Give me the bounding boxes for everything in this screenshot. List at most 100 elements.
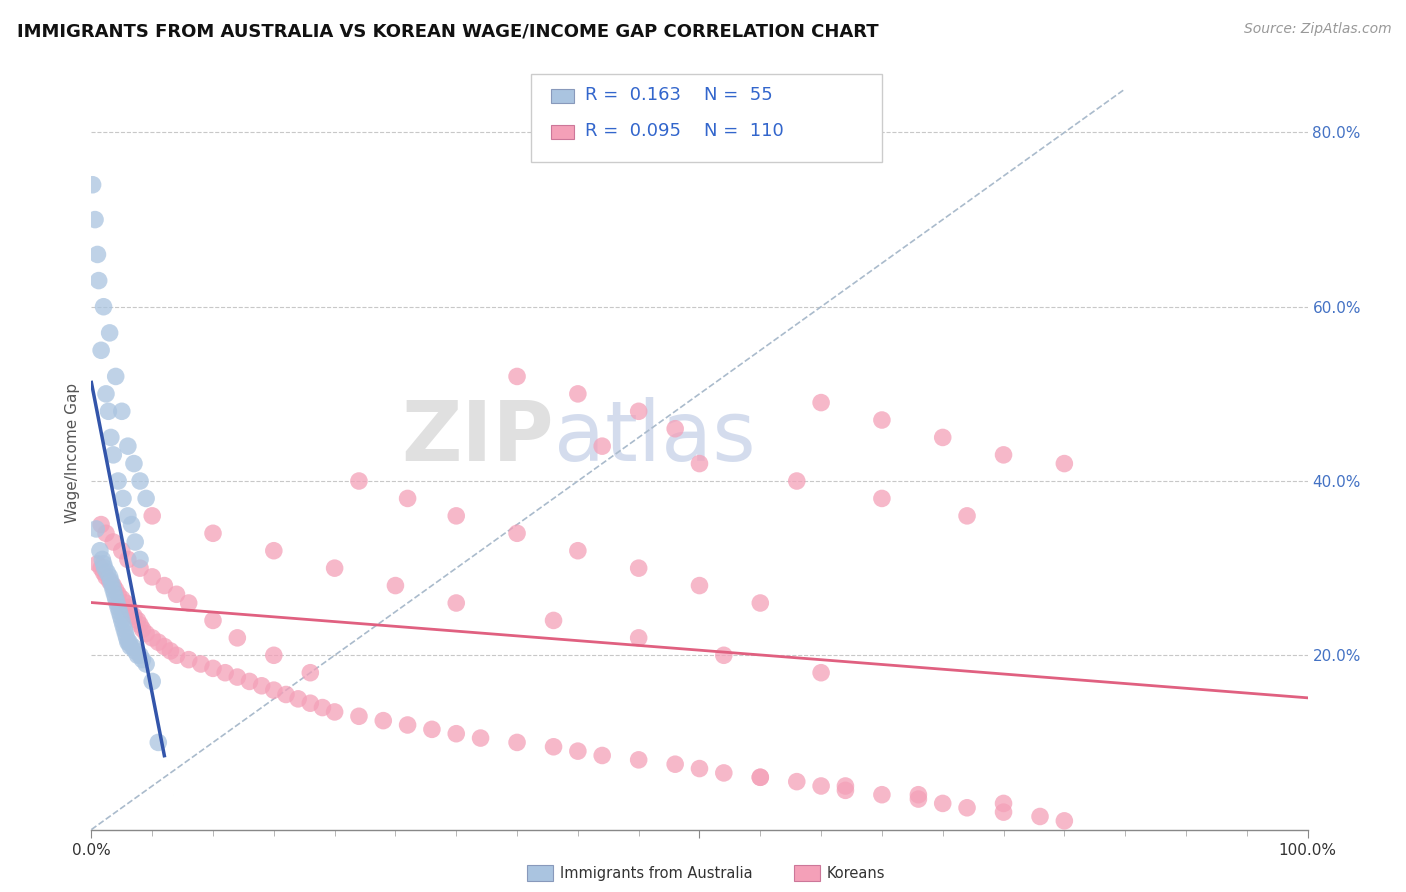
Point (567, 387, 589, 401)
Point (96, 566, 118, 580)
Point (104, 582, 127, 597)
Point (1053, 814, 1076, 828)
Point (506, 735, 529, 749)
Point (111, 591, 134, 606)
Point (263, 683, 285, 698)
Point (153, 640, 176, 654)
Point (323, 705, 346, 719)
Point (107, 600, 129, 615)
Point (90, 343, 112, 358)
Point (810, 779, 832, 793)
Point (834, 783, 856, 797)
Point (420, 723, 443, 737)
Point (543, 614, 565, 628)
Point (591, 439, 613, 453)
Point (100, 574, 122, 589)
Text: ZIP: ZIP (401, 397, 554, 478)
Point (122, 609, 145, 624)
Point (90, 561, 112, 575)
Point (202, 661, 225, 675)
Point (444, 727, 467, 741)
Point (141, 674, 163, 689)
Point (129, 474, 152, 488)
Point (749, 770, 772, 784)
Point (129, 617, 152, 632)
Text: Immigrants from Australia: Immigrants from Australia (560, 866, 752, 880)
Point (543, 739, 565, 754)
Point (115, 631, 138, 645)
Point (107, 474, 129, 488)
Point (121, 640, 143, 654)
Point (567, 744, 589, 758)
Point (82, 178, 104, 192)
Point (104, 369, 127, 384)
Point (749, 770, 772, 784)
Point (993, 448, 1015, 462)
Point (141, 508, 163, 523)
Point (373, 714, 395, 728)
Point (810, 665, 832, 680)
Point (129, 561, 152, 575)
Point (135, 626, 157, 640)
Point (956, 508, 979, 523)
Point (299, 665, 322, 680)
Point (907, 792, 929, 806)
Point (664, 422, 686, 436)
Point (870, 491, 893, 506)
Point (120, 605, 142, 619)
Point (98, 570, 121, 584)
Point (870, 788, 893, 802)
Point (93, 566, 115, 580)
Point (129, 648, 152, 663)
Text: atlas: atlas (554, 397, 755, 478)
Point (506, 369, 529, 384)
Point (86, 247, 108, 261)
Point (786, 474, 808, 488)
Point (124, 535, 146, 549)
Point (111, 404, 134, 418)
Point (274, 688, 297, 702)
Point (1053, 457, 1076, 471)
Point (103, 535, 125, 549)
Point (250, 679, 273, 693)
Point (347, 474, 370, 488)
Text: Koreans: Koreans (827, 866, 886, 880)
Point (101, 578, 124, 592)
Point (107, 587, 129, 601)
Point (135, 657, 157, 671)
Point (104, 591, 127, 606)
Point (111, 614, 134, 628)
Point (93, 300, 115, 314)
Point (263, 543, 285, 558)
Point (226, 670, 249, 684)
Point (90, 517, 112, 532)
Point (396, 718, 419, 732)
Point (263, 648, 285, 663)
Point (177, 653, 200, 667)
Point (100, 430, 122, 444)
Point (688, 457, 710, 471)
Point (93, 557, 115, 571)
Point (299, 696, 322, 710)
Point (94, 387, 117, 401)
Point (103, 582, 125, 597)
Point (91, 552, 114, 566)
Text: Source: ZipAtlas.com: Source: ZipAtlas.com (1244, 22, 1392, 37)
Point (94, 570, 117, 584)
Point (98, 326, 121, 340)
Point (129, 552, 152, 566)
Point (86, 557, 108, 571)
Point (117, 600, 139, 615)
Point (84, 212, 107, 227)
Point (287, 691, 309, 706)
Point (226, 631, 249, 645)
Point (713, 648, 735, 663)
Point (202, 526, 225, 541)
Point (627, 753, 650, 767)
Point (627, 404, 650, 418)
Point (786, 774, 808, 789)
Text: R =  0.095    N =  110: R = 0.095 N = 110 (585, 122, 783, 140)
Point (591, 748, 613, 763)
Point (166, 648, 188, 663)
Point (84, 522, 107, 536)
